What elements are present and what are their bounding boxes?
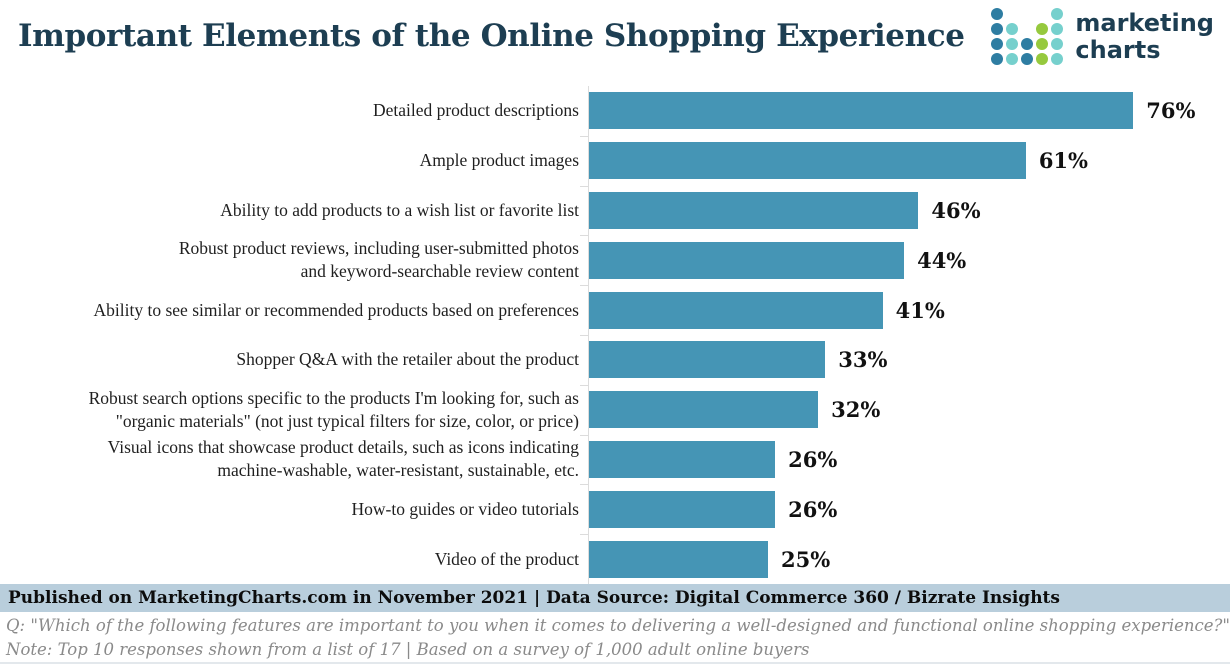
methodology-note: Note: Top 10 responses shown from a list… [6,640,810,659]
bar-row: How-to guides or video tutorials 26% [0,484,1230,535]
logo-dot [1006,53,1019,65]
bar [589,490,776,528]
category-label: Video of the product [434,548,579,569]
bar-plot-area: 26% [588,434,1230,485]
logo-dot [991,38,1004,50]
bar-plot-area: 76% [588,86,1230,136]
value-label: 61% [1038,148,1088,174]
bar [589,241,905,279]
logo-dot [1036,23,1049,35]
bar-row: Ample product images 61% [0,135,1230,186]
bar-row: Visual icons that showcase product detai… [0,434,1230,485]
value-label: 46% [931,197,981,223]
logo-dot [1051,38,1064,50]
published-source-bar: Published on MarketingCharts.com in Nove… [0,584,1230,612]
logo-text: marketing charts [1075,8,1214,64]
logo-dot [1021,53,1034,65]
logo-text-line1: marketing [1075,8,1214,37]
bar [589,191,919,229]
survey-question-note: Q: "Which of the following features are … [6,616,1230,635]
page-title: Important Elements of the Online Shoppin… [18,18,965,54]
bar-plot-area: 46% [588,185,1230,236]
bar [589,341,826,379]
logo-dot [1006,23,1019,35]
logo-dot [1021,23,1033,35]
logo-dot [1006,8,1018,20]
logo-dot [1021,38,1034,50]
value-label: 26% [788,496,838,522]
bar-plot-area: 44% [588,235,1230,286]
bar [589,92,1134,130]
bar-plot-area: 61% [588,135,1230,186]
category-label: How-to guides or video tutorials [351,498,579,519]
category-label: Robust search options specific to the pr… [88,387,579,431]
value-label: 32% [831,397,881,423]
logo-dot [1006,38,1019,50]
bar-plot-area: 41% [588,285,1230,335]
logo-dot [1051,8,1064,20]
bar-row: Detailed product descriptions 76% [0,86,1230,136]
logo-dot [1021,8,1033,20]
logo-dot [1036,38,1049,50]
category-label: Visual icons that showcase product detai… [107,437,579,481]
bar-plot-area: 32% [588,384,1230,435]
bar-plot-area: 33% [588,334,1230,385]
bar-row: Ability to see similar or recommended pr… [0,285,1230,335]
value-label: 26% [788,446,838,472]
header: Important Elements of the Online Shoppin… [0,0,1230,86]
value-label: 25% [781,546,831,572]
logo-text-line2: charts [1075,35,1161,64]
category-label: Ability to see similar or recommended pr… [93,299,579,320]
bar [589,291,883,329]
logo-dot [1051,23,1064,35]
value-label: 76% [1146,98,1196,124]
logo-dot [991,53,1004,65]
bar [589,540,769,578]
marketingcharts-logo: marketing charts [991,8,1214,65]
logo-dots-icon [991,8,1064,65]
bar-row: Robust search options specific to the pr… [0,384,1230,435]
value-label: 33% [838,347,888,373]
bar-plot-area: 25% [588,534,1230,584]
logo-dot [1036,53,1049,65]
bar [589,391,819,429]
bar-row: Video of the product 25% [0,534,1230,584]
value-label: 41% [895,297,945,323]
bar-chart: Detailed product descriptions 76% Ample pr… [0,86,1230,584]
logo-dot [991,8,1004,20]
bar [589,440,776,478]
category-label: Ample product images [419,150,579,171]
bar-row: Robust product reviews, including user-s… [0,235,1230,286]
bar-plot-area: 26% [588,484,1230,535]
logo-dot [1036,8,1048,20]
category-label: Detailed product descriptions [372,100,579,121]
category-label: Shopper Q&A with the retailer about the … [236,349,579,370]
category-label: Ability to add products to a wish list o… [220,199,579,220]
value-label: 44% [917,247,967,273]
bar-row: Shopper Q&A with the retailer about the … [0,334,1230,385]
logo-dot [991,23,1004,35]
category-label: Robust product reviews, including user-s… [178,238,579,282]
bar-row: Ability to add products to a wish list o… [0,185,1230,236]
bar [589,142,1026,180]
logo-dot [1051,53,1064,65]
